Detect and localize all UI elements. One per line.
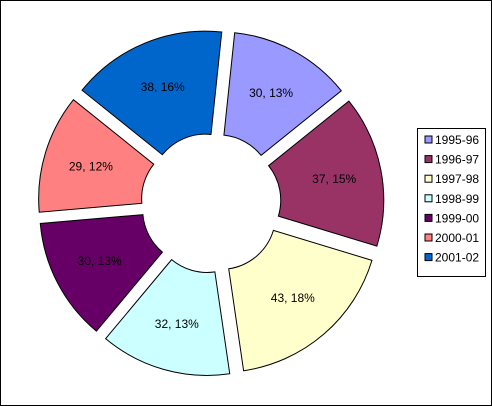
slice-1998-99 (104, 258, 231, 376)
slices-group: 30, 13% 37, 15% 43, 18% 32, 13% 30, 13% 29, 1… (38, 30, 385, 376)
legend-label-1996-97: 1996-97 (435, 153, 479, 167)
data-label-1995-96: 30, 13% (249, 86, 293, 100)
data-label-1997-98: 43, 18% (271, 291, 315, 305)
legend-swatch-1998-99 (424, 194, 433, 203)
data-label-1999-00: 30, 13% (78, 254, 122, 268)
legend-swatch-1999-00 (424, 213, 433, 222)
legend-label-1998-99: 1998-99 (435, 192, 479, 206)
slice-2001-02 (81, 30, 223, 156)
slice-1999-00 (39, 214, 164, 332)
legend-swatch-1996-97 (424, 155, 433, 164)
data-label-1996-97: 37, 15% (312, 172, 356, 186)
legend-swatch-1995-96 (424, 135, 433, 144)
legend-swatch-2001-02 (424, 253, 433, 262)
data-label-1998-99: 32, 13% (155, 317, 199, 331)
legend-label-2000-01: 2000-01 (435, 231, 479, 245)
legend-label-1995-96: 1995-96 (435, 133, 479, 147)
legend-label-1997-98: 1997-98 (435, 172, 479, 186)
legend-label-1999-00: 1999-00 (435, 211, 479, 225)
slice-2000-01 (38, 99, 155, 213)
slice-1996-97 (267, 100, 385, 247)
legend-label-2001-02: 2001-02 (435, 251, 479, 265)
legend-swatch-1997-98 (424, 174, 433, 183)
legend-box (417, 128, 486, 277)
legend: 1995-96 1996-97 1997-98 1998-99 1999-00 2000-… (417, 128, 486, 277)
data-label-2001-02: 38, 16% (141, 80, 185, 94)
slice-1997-98 (228, 229, 373, 372)
data-label-2000-01: 29, 12% (69, 160, 113, 174)
slice-1995-96 (223, 32, 342, 157)
legend-swatch-2000-01 (424, 233, 433, 242)
